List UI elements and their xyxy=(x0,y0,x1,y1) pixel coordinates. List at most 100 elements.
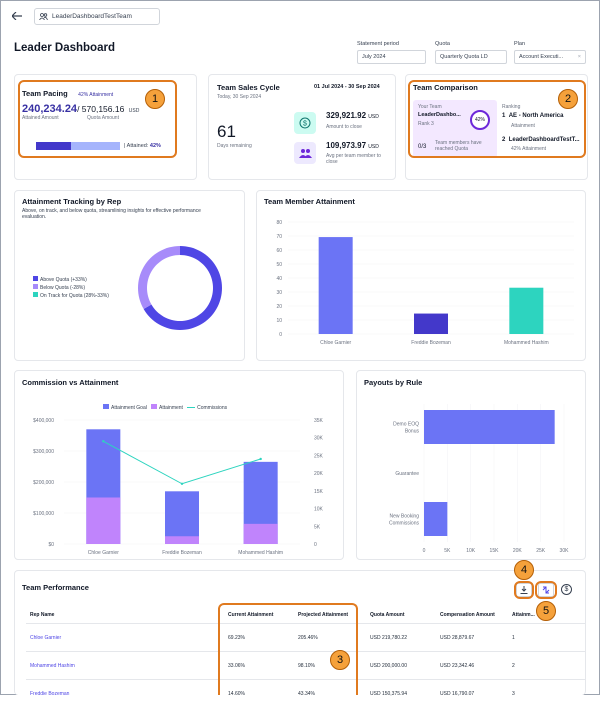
filter-label: Plan xyxy=(514,41,526,47)
annotation-badge-5: 5 xyxy=(536,601,556,621)
statement-period-select[interactable]: July 2024 xyxy=(357,50,426,64)
page-title: Leader Dashboard xyxy=(14,42,115,54)
back-arrow-icon[interactable] xyxy=(8,7,26,25)
select-value: Quarterly Quota LD xyxy=(440,54,488,60)
y-tick-label: Demo EOQ xyxy=(393,422,419,428)
projected-attainment: 98.10% xyxy=(298,662,315,669)
your-team-label: Your Team xyxy=(418,104,442,110)
rep-name-link[interactable]: Freddie Bozeman xyxy=(30,691,70,697)
clear-icon[interactable]: × xyxy=(577,54,581,60)
top-bar: LeaderDashboardTestTeam xyxy=(8,6,160,26)
attainment-bar xyxy=(509,287,544,334)
col-current-attainment[interactable]: Current Attainment xyxy=(228,611,274,618)
avg-per-member: 109,973.97 USD xyxy=(326,141,379,150)
attainment-tracking-card xyxy=(14,190,245,361)
dollar-icon: $ xyxy=(564,586,569,593)
breadcrumb[interactable]: LeaderDashboardTestTeam xyxy=(34,7,160,25)
y-tick-label: 40 xyxy=(276,276,282,282)
annotation-box-2 xyxy=(408,80,586,158)
y-tick-label: Bonus xyxy=(405,429,420,435)
compensation-amount: USD 23,342.46 xyxy=(440,662,475,669)
expand-button[interactable] xyxy=(538,583,554,597)
plan-select[interactable]: Account Executi... × xyxy=(514,50,586,64)
y-tick-label: $100,000 xyxy=(33,511,54,517)
legend-item-above: Above Quota (+33%) xyxy=(33,276,109,284)
quota-select[interactable]: Quarterly Quota LD xyxy=(435,50,507,64)
legend-item-commissions: Commissions xyxy=(187,405,227,411)
ranking-label: Ranking xyxy=(502,104,521,110)
y-tick-label: $300,000 xyxy=(33,449,54,455)
team-performance-title: Team Performance xyxy=(22,583,89,592)
col-quota-amount[interactable]: Quota Amount xyxy=(370,611,405,618)
attained-value: 240,234.24 xyxy=(22,103,78,115)
col-attainment-rank[interactable]: Attainm... xyxy=(512,611,535,618)
rep-name-link[interactable]: Mohammed Hashim xyxy=(30,662,75,669)
annotation-box-1 xyxy=(18,80,177,158)
sales-cycle-period: 01 Jul 2024 - 30 Sep 2024 xyxy=(314,84,380,90)
payouts-by-rule-title: Payouts by Rule xyxy=(364,378,423,387)
y-tick-label: 60 xyxy=(276,248,282,254)
y2-tick-label: 35K xyxy=(314,418,324,424)
donut-chart xyxy=(138,246,222,330)
attainment-tracking-title: Attainment Tracking by Rep xyxy=(22,197,122,206)
commissions-point xyxy=(102,440,105,443)
compensation-amount: USD 16,790.07 xyxy=(440,691,475,697)
col-compensation-amount[interactable]: Compensation Amount xyxy=(440,611,495,618)
table-row: Freddie Bozeman 14.60% 43.34% USD 150,37… xyxy=(26,680,586,708)
commissions-point xyxy=(259,457,262,461)
attainment-bar xyxy=(86,497,121,544)
donut-legend: Above Quota (+33%) Below Quota (-28%) On… xyxy=(33,276,109,300)
y-tick-label: 50 xyxy=(276,262,282,268)
attainment-bar xyxy=(318,237,353,334)
ranking-sub: 42% Attainment xyxy=(511,146,547,152)
attainment-tracking-subtitle: Above, on track, and below quota, stream… xyxy=(22,208,201,220)
amount-to-close-label: Amount to close xyxy=(326,124,362,130)
reached-count: 0/3 xyxy=(418,144,427,150)
attainment-bar xyxy=(414,313,448,334)
team-member-attainment-title: Team Member Attainment xyxy=(264,197,355,206)
col-projected-attainment[interactable]: Projected Attainment xyxy=(298,611,349,618)
annotation-box-4 xyxy=(514,581,534,599)
current-attainment: 33.06% xyxy=(228,662,245,669)
annotation-badge-1: 1 xyxy=(145,89,165,109)
y2-tick-label: 5K xyxy=(314,524,321,530)
attainment-bar xyxy=(165,536,199,544)
legend-item-on-track: On Track for Quota (28%-33%) xyxy=(33,292,109,300)
y-tick-label: 70 xyxy=(276,234,282,240)
dollar-icon: $ xyxy=(294,112,316,134)
y-tick-label: $400,000 xyxy=(33,418,54,424)
rep-name-link[interactable]: Chloe Garnier xyxy=(30,634,62,641)
ranking-item: 1 AE - North America xyxy=(502,113,564,119)
days-remaining-value: 61 xyxy=(217,122,236,141)
y-tick-label: New Booking xyxy=(390,514,420,520)
x-tick-label: Mohammed Hashim xyxy=(238,550,283,556)
quota-amount-label: Quota Amount xyxy=(87,115,119,121)
y-tick-label: $0 xyxy=(48,542,54,548)
y-tick-label: $200,000 xyxy=(33,480,54,486)
quota-value: / 570,156.16 xyxy=(77,104,125,114)
download-button[interactable] xyxy=(516,583,532,597)
breadcrumb-label: LeaderDashboardTestTeam xyxy=(52,12,132,20)
currency-toggle[interactable]: $ xyxy=(561,584,572,595)
annotation-badge-4: 4 xyxy=(514,560,534,580)
annotation-badge-3: 3 xyxy=(330,650,350,670)
filter-plan: Plan Account Executi... × xyxy=(514,41,586,64)
filter-quota: Quota Quarterly Quota LD xyxy=(435,41,507,64)
x-tick-label: Mohammed Hashim xyxy=(504,340,549,346)
today-label: Today, 30 Sep 2024 xyxy=(217,94,262,100)
legend-item-attainment: Attainment xyxy=(151,404,183,411)
x-tick-label: 5K xyxy=(444,548,451,554)
y2-tick-label: 30K xyxy=(314,436,324,442)
x-tick-label: 20K xyxy=(513,548,523,554)
pacing-progress-bar xyxy=(36,142,120,150)
col-rep-name[interactable]: Rep Name xyxy=(30,611,55,618)
commission-vs-attainment-chart: $400,000 $300,000 $200,000 $100,000 $0 35K 30K… xyxy=(33,418,324,556)
quota-amount: USD 200,000.00 xyxy=(370,662,407,669)
x-tick-label: 15K xyxy=(490,548,500,554)
currency: USD xyxy=(128,108,140,114)
quota-amount: USD 219,780.22 xyxy=(370,634,407,641)
days-remaining-label: Days remaining xyxy=(217,143,252,149)
attainment-badge: 42% Attainment xyxy=(78,92,114,98)
current-attainment: 14.60% xyxy=(228,691,245,697)
